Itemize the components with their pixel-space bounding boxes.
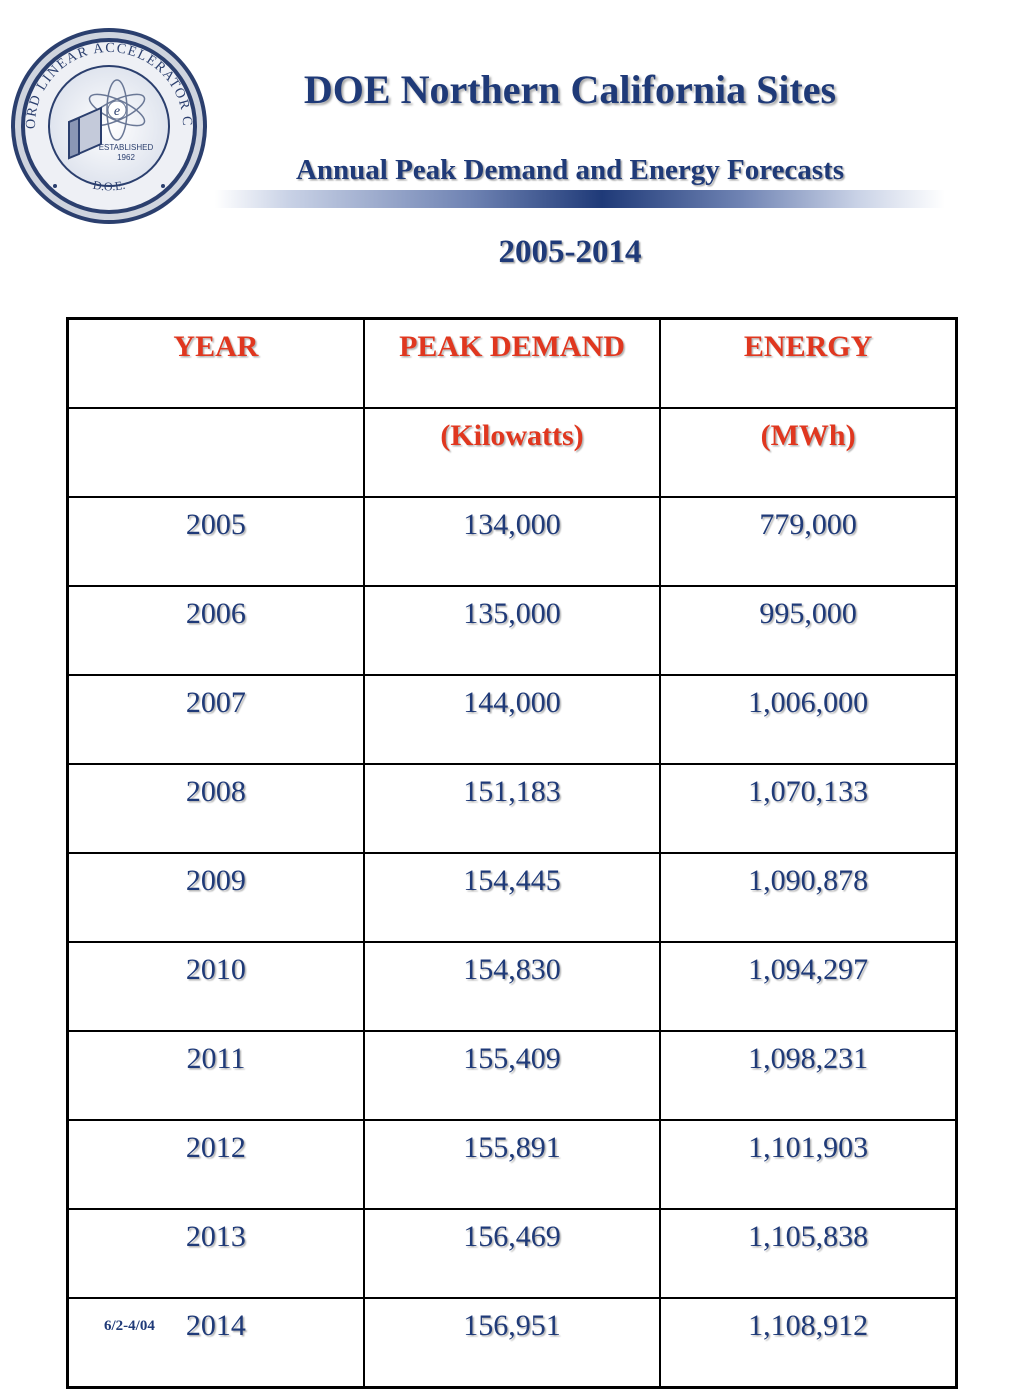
cell-peak-demand: 151,183 (362, 763, 662, 854)
table-row: 2006 135,000 995,000 (66, 585, 958, 676)
page-subtitle: Annual Peak Demand and Energy Forecasts (295, 154, 845, 186)
cell-energy: 779,000 (659, 496, 958, 587)
svg-text:D.O.E.: D.O.E. (92, 178, 127, 194)
cell-peak-demand: 156,951 (362, 1297, 662, 1389)
cell-energy: 1,105,838 (659, 1208, 958, 1299)
cell-year: 2007 (66, 674, 365, 765)
cell-energy: 1,098,231 (659, 1030, 958, 1121)
cell-year: 2014 (66, 1297, 365, 1389)
seal-doe-text: D.O.E. (92, 178, 127, 194)
table-row: 2009 154,445 1,090,878 (66, 852, 958, 943)
table-row: 2013 156,469 1,105,838 (66, 1208, 958, 1299)
cell-peak-demand: 135,000 (362, 585, 662, 676)
cell-peak-demand: 156,469 (362, 1208, 662, 1299)
cell-energy: 1,090,878 (659, 852, 958, 943)
year-range: 2005-2014 (498, 234, 642, 270)
title-gradient-rule (215, 190, 945, 208)
unit-energy: (MWh) (659, 407, 958, 498)
cell-energy: 1,006,000 (659, 674, 958, 765)
table-row: 2011 155,409 1,098,231 (66, 1030, 958, 1121)
cell-peak-demand: 155,891 (362, 1119, 662, 1210)
cell-energy: 1,108,912 (659, 1297, 958, 1389)
cell-peak-demand: 134,000 (362, 496, 662, 587)
cell-peak-demand: 155,409 (362, 1030, 662, 1121)
header-peak-demand: PEAK DEMAND (362, 317, 662, 409)
page-title: DOE Northern California Sites (303, 67, 837, 112)
cell-energy: 1,070,133 (659, 763, 958, 854)
cell-peak-demand: 154,445 (362, 852, 662, 943)
unit-year (66, 407, 365, 498)
table-row: 2010 154,830 1,094,297 (66, 941, 958, 1032)
cell-year: 2008 (66, 763, 365, 854)
footer-code: 6/2-4/04 (104, 1318, 155, 1334)
table-units-row: (Kilowatts) (MWh) (66, 407, 958, 498)
unit-peak-demand: (Kilowatts) (362, 407, 662, 498)
cell-year: 2010 (66, 941, 365, 1032)
cell-year: 2012 (66, 1119, 365, 1210)
table-row: 2014 156,951 1,108,912 (66, 1297, 958, 1389)
cell-peak-demand: 154,830 (362, 941, 662, 1032)
cell-energy: 1,094,297 (659, 941, 958, 1032)
cell-year: 2006 (66, 585, 365, 676)
slac-seal-logo: STANFORD LINEAR ACCELERATOR CENTER D.O.E… (9, 26, 207, 224)
table-row: 2008 151,183 1,070,133 (66, 763, 958, 854)
cell-year: 2013 (66, 1208, 365, 1299)
cell-year: 2009 (66, 852, 365, 943)
cell-energy: 995,000 (659, 585, 958, 676)
header-energy: ENERGY (659, 317, 958, 409)
header-year: YEAR (66, 317, 365, 409)
table-header-row: YEAR PEAK DEMAND ENERGY (66, 317, 958, 409)
table-row: 2005 134,000 779,000 (66, 496, 958, 587)
seal-established-label: ESTABLISHED (99, 143, 154, 152)
cell-peak-demand: 144,000 (362, 674, 662, 765)
table-row: 2007 144,000 1,006,000 (66, 674, 958, 765)
cell-year: 2011 (66, 1030, 365, 1121)
cell-year: 2005 (66, 496, 365, 587)
table-row: 2012 155,891 1,101,903 (66, 1119, 958, 1210)
svg-text:e: e (114, 104, 120, 119)
cell-energy: 1,101,903 (659, 1119, 958, 1210)
forecast-table: YEAR PEAK DEMAND ENERGY (Kilowatts) (MWh… (66, 317, 958, 1389)
seal-established-year: 1962 (117, 153, 135, 162)
